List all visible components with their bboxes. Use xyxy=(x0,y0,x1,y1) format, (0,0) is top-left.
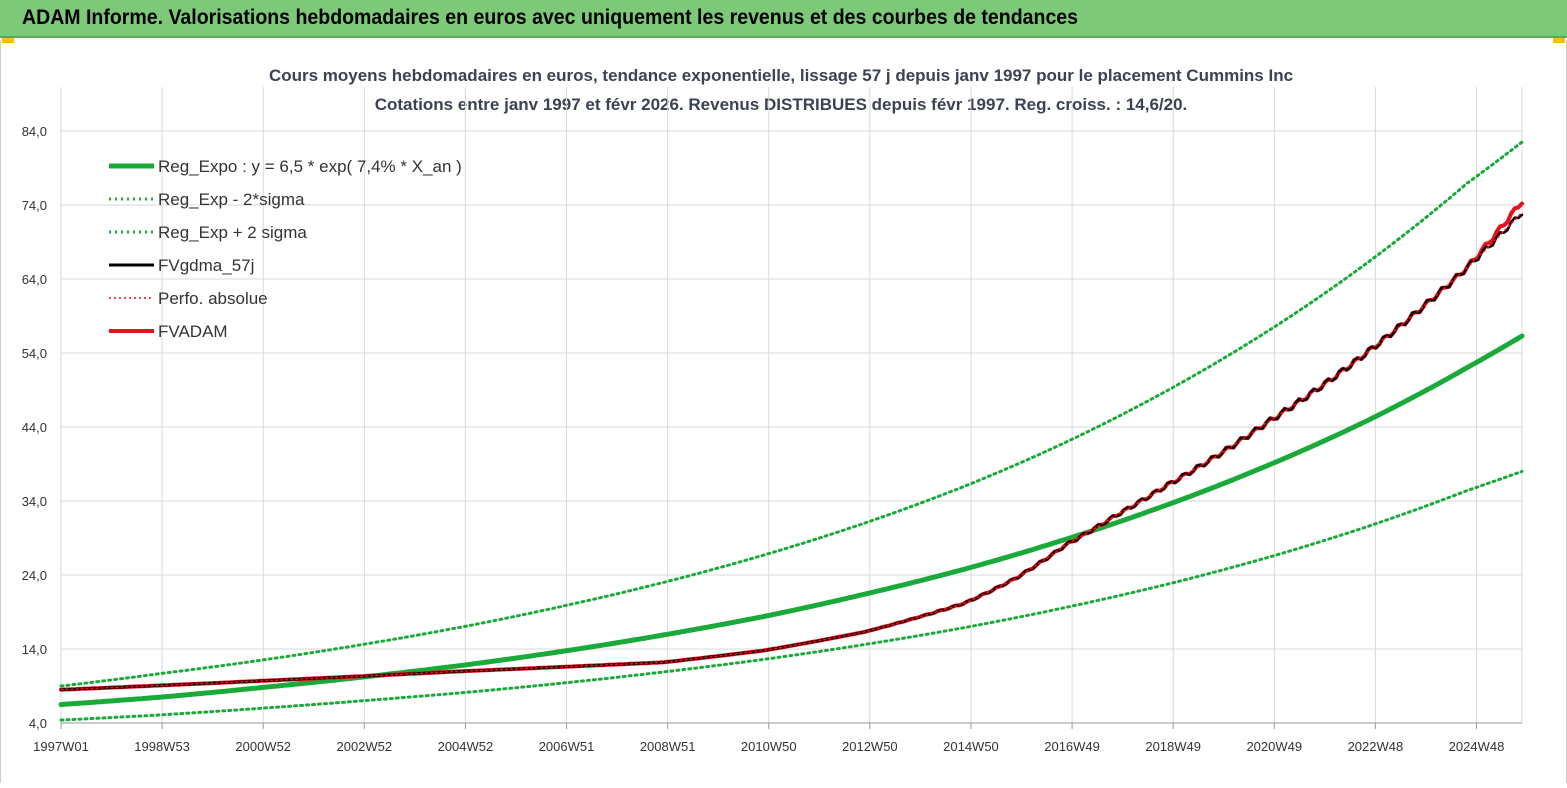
report-title: ADAM Informe. Valorisations hebdomadaire… xyxy=(22,6,1079,29)
y-tick-label: 74,0 xyxy=(22,198,47,213)
report-banner: ADAM Informe. Valorisations hebdomadaire… xyxy=(0,0,1567,38)
corner-marker-right xyxy=(1553,38,1565,43)
y-tick-label: 44,0 xyxy=(22,420,47,435)
legend-label: Reg_Exp - 2*sigma xyxy=(158,190,305,209)
y-axis: 4,0 14,0 24,0 34,0 44,0 54,0 64,0 74,0 84,0 xyxy=(22,124,47,731)
legend-label: FVgdma_57j xyxy=(158,256,254,275)
series-line xyxy=(59,140,1524,688)
series-lines xyxy=(58,140,1525,722)
x-tick-label: 2024W48 xyxy=(1449,739,1505,754)
series-line xyxy=(60,211,1523,691)
line-chart: Cours moyens hebdomadaires en euros, ten… xyxy=(22,66,1525,754)
y-tick-label: 14,0 xyxy=(22,642,47,657)
x-tick-label: 2020W49 xyxy=(1246,739,1302,754)
y-tick-label: 24,0 xyxy=(22,568,47,583)
legend-label: FVADAM xyxy=(158,322,228,341)
x-tick-label: 2014W50 xyxy=(943,739,999,754)
series-line xyxy=(58,333,1525,707)
x-tick-label: 2012W50 xyxy=(842,739,898,754)
chart-area: Cours moyens hebdomadaires en euros, ten… xyxy=(0,40,1567,783)
x-axis: 1997W01 1998W53 2000W52 2002W52 2004W52 2006W… xyxy=(33,722,1522,754)
y-tick-label: 54,0 xyxy=(22,346,47,361)
x-tick-label: 1997W01 xyxy=(33,739,89,754)
x-tick-label: 2022W48 xyxy=(1348,739,1404,754)
x-tick-label: 2016W49 xyxy=(1044,739,1100,754)
x-tick-label: 2006W51 xyxy=(539,739,595,754)
x-tick-label: 2018W49 xyxy=(1145,739,1201,754)
series-line xyxy=(59,469,1524,722)
legend-label: Reg_Expo : y = 6,5 * exp( 7,4% * X_an ) xyxy=(158,157,462,176)
chart-title-line2: Cotations entre janv 1997 et févr 2026. … xyxy=(375,95,1188,114)
y-tick-label: 4,0 xyxy=(29,716,47,731)
x-tick-label: 2010W50 xyxy=(741,739,797,754)
grid xyxy=(60,87,1523,724)
x-tick-label: 2008W51 xyxy=(640,739,696,754)
x-tick-label: 2004W52 xyxy=(438,739,494,754)
y-tick-label: 84,0 xyxy=(22,124,47,139)
x-tick-label: 1998W53 xyxy=(134,739,190,754)
x-tick-label: 2002W52 xyxy=(336,739,392,754)
legend-label: Perfo. absolue xyxy=(158,289,268,308)
legend-label: Reg_Exp + 2 sigma xyxy=(158,223,307,242)
corner-marker-left xyxy=(2,38,14,43)
legend: Reg_Expo : y = 6,5 * exp( 7,4% * X_an ) R… xyxy=(109,157,462,341)
x-tick-label: 2000W52 xyxy=(235,739,291,754)
y-tick-label: 34,0 xyxy=(22,494,47,509)
y-tick-label: 64,0 xyxy=(22,272,47,287)
chart-title-line1: Cours moyens hebdomadaires en euros, ten… xyxy=(269,66,1293,85)
series-line xyxy=(59,201,1524,692)
